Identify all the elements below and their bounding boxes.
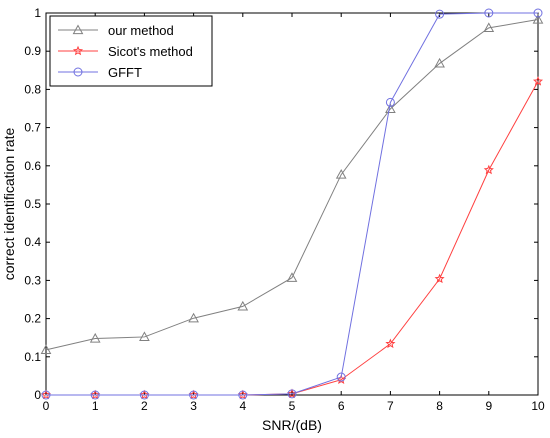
data-point	[385, 338, 396, 349]
x-tick-label: 6	[338, 399, 345, 413]
y-tick-label: 0.9	[24, 44, 41, 58]
y-tick-label: 0.3	[24, 273, 41, 287]
y-tick-label: 0.7	[24, 121, 41, 135]
legend-label: our method	[108, 23, 174, 38]
x-tick-label: 4	[239, 399, 246, 413]
data-point	[483, 22, 495, 32]
y-tick-label: 1	[34, 6, 41, 20]
data-point	[89, 332, 101, 343]
y-axis-title: correct identification rate	[1, 128, 17, 281]
series-0	[40, 13, 544, 355]
data-point	[41, 390, 51, 400]
legend-marker	[72, 24, 84, 35]
x-axis-title: SNR/(dB)	[262, 417, 322, 433]
data-point	[188, 389, 199, 400]
data-point	[286, 272, 298, 282]
series-line	[46, 12, 538, 396]
data-point	[483, 164, 494, 175]
legend-item: Sicot's method	[58, 44, 193, 59]
data-point	[435, 9, 445, 19]
y-tick-label: 0.5	[24, 197, 41, 211]
x-axis: 0 1 2 3 4 5 6 7 8 9 10	[43, 13, 545, 413]
data-point	[237, 300, 249, 311]
y-tick-label: 0.4	[24, 235, 41, 249]
data-point	[139, 331, 150, 342]
data-point	[385, 103, 396, 113]
data-point	[335, 169, 347, 179]
legend-item: our method	[58, 23, 174, 38]
data-point	[533, 8, 543, 18]
x-tick-label: 10	[531, 399, 545, 413]
x-tick-label: 8	[436, 399, 443, 413]
data-point	[385, 97, 395, 107]
y-tick-label: 0.6	[24, 159, 41, 173]
series-line	[45, 18, 539, 351]
legend-label: GFFT	[108, 65, 142, 80]
data-point	[237, 389, 248, 400]
data-point	[336, 372, 346, 382]
data-point	[90, 390, 100, 400]
data-point	[40, 389, 52, 400]
y-tick-label: 0.1	[24, 350, 41, 364]
data-point	[238, 390, 248, 400]
series-2	[41, 8, 543, 400]
x-tick-label: 7	[387, 399, 394, 413]
y-tick-label: 0.8	[24, 82, 41, 96]
x-tick-label: 2	[141, 399, 148, 413]
x-tick-label: 0	[43, 399, 50, 413]
legend-marker	[73, 67, 83, 77]
legend: our method Sicot's method GFFT	[49, 15, 213, 87]
y-axis: 0 0.1 0.2 0.3 0.4 0.5 0.6 0.7 0.8 0.9 1	[24, 6, 538, 402]
data-point	[532, 76, 544, 86]
legend-marker	[72, 45, 84, 56]
data-point	[434, 273, 445, 284]
series-layer	[40, 8, 544, 400]
legend-label: Sicot's method	[108, 44, 193, 59]
x-tick-label: 1	[92, 399, 99, 413]
data-point	[188, 312, 199, 323]
y-tick-label: 0	[34, 388, 41, 402]
legend-item: GFFT	[58, 65, 142, 80]
y-tick-label: 0.2	[24, 312, 41, 326]
data-point	[90, 389, 101, 400]
x-tick-label: 5	[289, 399, 296, 413]
data-point	[139, 390, 149, 400]
x-tick-label: 3	[190, 399, 197, 413]
x-tick-label: 9	[485, 399, 492, 413]
data-point	[484, 8, 494, 18]
data-point	[40, 344, 52, 355]
data-point	[139, 389, 150, 400]
data-point	[189, 390, 199, 400]
data-point	[532, 13, 544, 24]
data-point	[287, 389, 297, 399]
data-point	[434, 57, 445, 68]
